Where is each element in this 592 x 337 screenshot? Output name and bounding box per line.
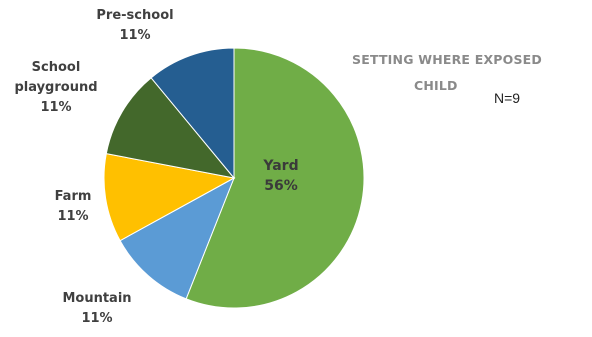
chart-title-line-1: SETTING WHERE EXPOSED	[352, 52, 542, 67]
slice-label-farm: Farm 11%	[55, 189, 92, 224]
pie-slice-mountain	[119, 176, 235, 300]
pie-slice-farm	[103, 153, 236, 242]
slice-label-yard: Yard 56%	[262, 158, 298, 194]
sample-size-note: N=9	[494, 90, 521, 106]
slice-label-mountain: Mountain 11%	[62, 291, 131, 326]
pie-labels: Yard 56% Mountain 11% Farm 11% School playgroun…	[14, 8, 298, 326]
pie-slice-yard	[185, 47, 365, 309]
pie-slices	[103, 47, 365, 309]
chart-title-line-2: CHILD	[414, 78, 458, 93]
pie-slice-pre-school	[150, 47, 235, 180]
pie-slice-school-playground	[105, 77, 236, 179]
slice-label-school-playground: School playground 11%	[14, 60, 97, 115]
slice-label-pre-school: Pre-school 11%	[96, 8, 173, 43]
